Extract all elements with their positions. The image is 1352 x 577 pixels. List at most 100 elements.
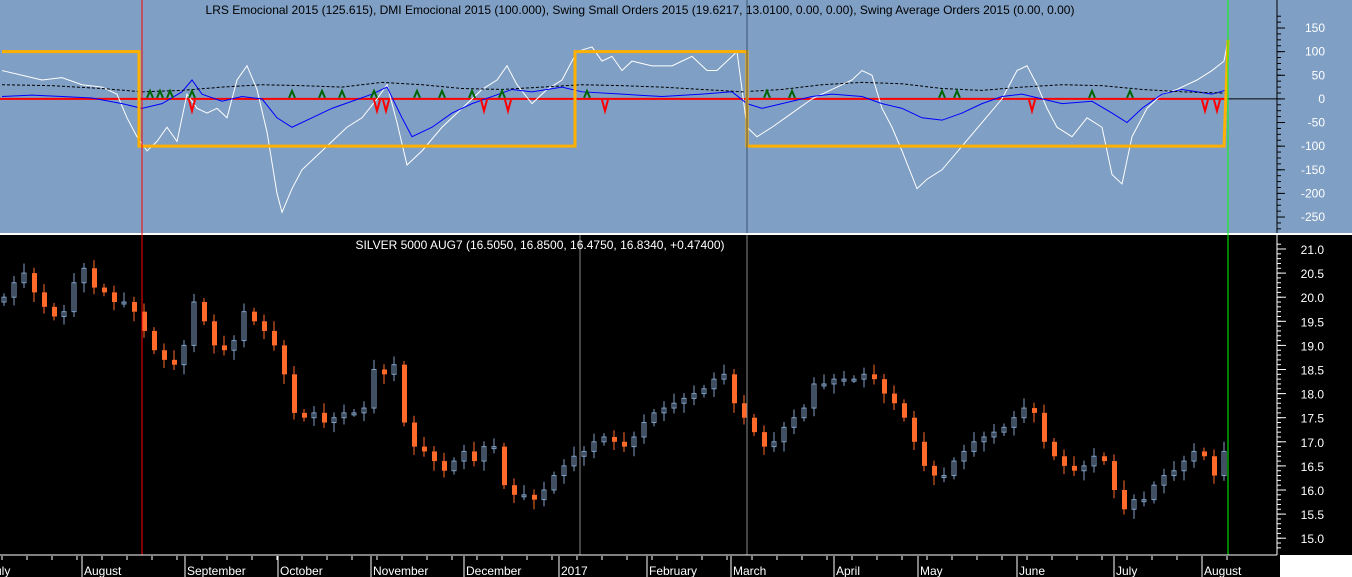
candle-up: [801, 407, 807, 419]
time-axis: July August September October November Decemb…: [0, 554, 1352, 577]
candle-up: [491, 446, 497, 450]
candle-down: [512, 485, 517, 495]
candle-up: [231, 340, 237, 351]
candle-down: [102, 287, 107, 293]
candle-up: [691, 393, 697, 399]
y-tick-label: -200: [1301, 186, 1325, 200]
cursor-lines[interactable]: [141, 0, 1229, 555]
sell-signal-marker: [188, 99, 196, 115]
candle-up: [181, 344, 187, 366]
candle-down: [262, 321, 267, 331]
candle-up: [781, 426, 787, 443]
candle-up: [841, 378, 847, 382]
candle-up: [1021, 407, 1027, 419]
candle-down: [92, 268, 97, 288]
buy-signal-marker: [498, 88, 506, 99]
candle-down: [212, 321, 217, 346]
time-label: June: [1019, 564, 1045, 577]
candle-up: [821, 383, 827, 387]
candle-up: [191, 301, 197, 346]
sell-signal-marker: [504, 99, 512, 115]
candle-up: [601, 436, 607, 443]
price-plot: [1, 260, 1227, 519]
candle-down: [412, 422, 417, 447]
buy-signal-marker: [166, 88, 174, 99]
candle-down: [382, 369, 387, 375]
candle-up: [1131, 499, 1137, 510]
axis-corner: [1280, 555, 1352, 577]
candle-up: [861, 373, 867, 380]
sell-signal-marker: [1028, 99, 1036, 115]
indicator-panel-bg: [0, 0, 1352, 233]
buy-signal-marker: [146, 88, 154, 99]
sell-signal-marker: [382, 99, 390, 115]
time-label: December: [466, 564, 521, 577]
candle-up: [451, 460, 457, 472]
candle-up: [351, 412, 357, 416]
candle-up: [941, 475, 947, 479]
candle-down: [732, 374, 737, 404]
candle-up: [391, 364, 397, 375]
time-label: May: [920, 564, 943, 577]
candle-down: [132, 302, 137, 312]
candle-up: [371, 369, 377, 409]
sell-signal-marker: [1201, 99, 1209, 115]
candle-up: [1, 296, 7, 303]
y-tick-label: 100: [1305, 45, 1325, 59]
time-label: August: [1204, 564, 1242, 577]
candle-up: [1171, 470, 1177, 477]
y-tick-label: 21.0: [1301, 243, 1325, 257]
candle-up: [121, 301, 127, 305]
time-label: 2017: [561, 564, 588, 577]
series-dmi-emocional-2015: [1, 79, 1229, 138]
candle-up: [461, 450, 467, 462]
candle-down: [1102, 456, 1107, 462]
candle-down: [202, 302, 207, 322]
indicator-plot: [0, 39, 1277, 214]
time-label: July: [1116, 564, 1137, 577]
buy-signal-marker: [1088, 88, 1096, 99]
candle-down: [932, 465, 937, 476]
candle-down: [872, 374, 877, 380]
candle-up: [1221, 450, 1227, 477]
candle-down: [422, 446, 427, 452]
candle-up: [701, 388, 707, 395]
buy-signal-marker: [938, 88, 946, 99]
candle-down: [52, 306, 57, 317]
candle-up: [331, 417, 337, 424]
candle-down: [1202, 451, 1207, 457]
candle-up: [481, 446, 487, 462]
candle-up: [661, 407, 667, 414]
candle-down: [142, 311, 147, 331]
candle-down: [892, 393, 897, 404]
candle-up: [831, 378, 837, 385]
candle-down: [922, 441, 927, 466]
time-label: November: [373, 564, 428, 577]
candle-up: [771, 441, 777, 448]
candle-up: [791, 417, 797, 428]
indicator-title: LRS Emocional 2015 (125.615), DMI Emocio…: [206, 3, 1075, 17]
candle-down: [172, 359, 177, 365]
buy-signal-marker: [953, 88, 961, 99]
candle-down: [902, 403, 907, 418]
candle-down: [152, 330, 157, 351]
candle-down: [1032, 408, 1037, 413]
candle-up: [951, 460, 957, 477]
candle-down: [742, 403, 747, 418]
candle-up: [721, 373, 727, 380]
candle-up: [811, 383, 817, 409]
buy-signal-marker: [583, 88, 591, 99]
candle-up: [81, 267, 87, 284]
candle-up: [541, 489, 547, 501]
series-swing-average-orders-2015: [2, 39, 1230, 148]
candle-up: [711, 378, 717, 390]
y-tick-label: 0: [1318, 92, 1325, 106]
y-tick-label: 20.5: [1301, 267, 1325, 281]
candle-up: [851, 378, 857, 382]
buy-signal-marker: [338, 88, 346, 99]
y-tick-label: 17.5: [1301, 412, 1325, 426]
candle-down: [882, 379, 887, 394]
series-swing-small-orders-avg: [1, 81, 1229, 94]
candle-up: [1181, 460, 1187, 472]
